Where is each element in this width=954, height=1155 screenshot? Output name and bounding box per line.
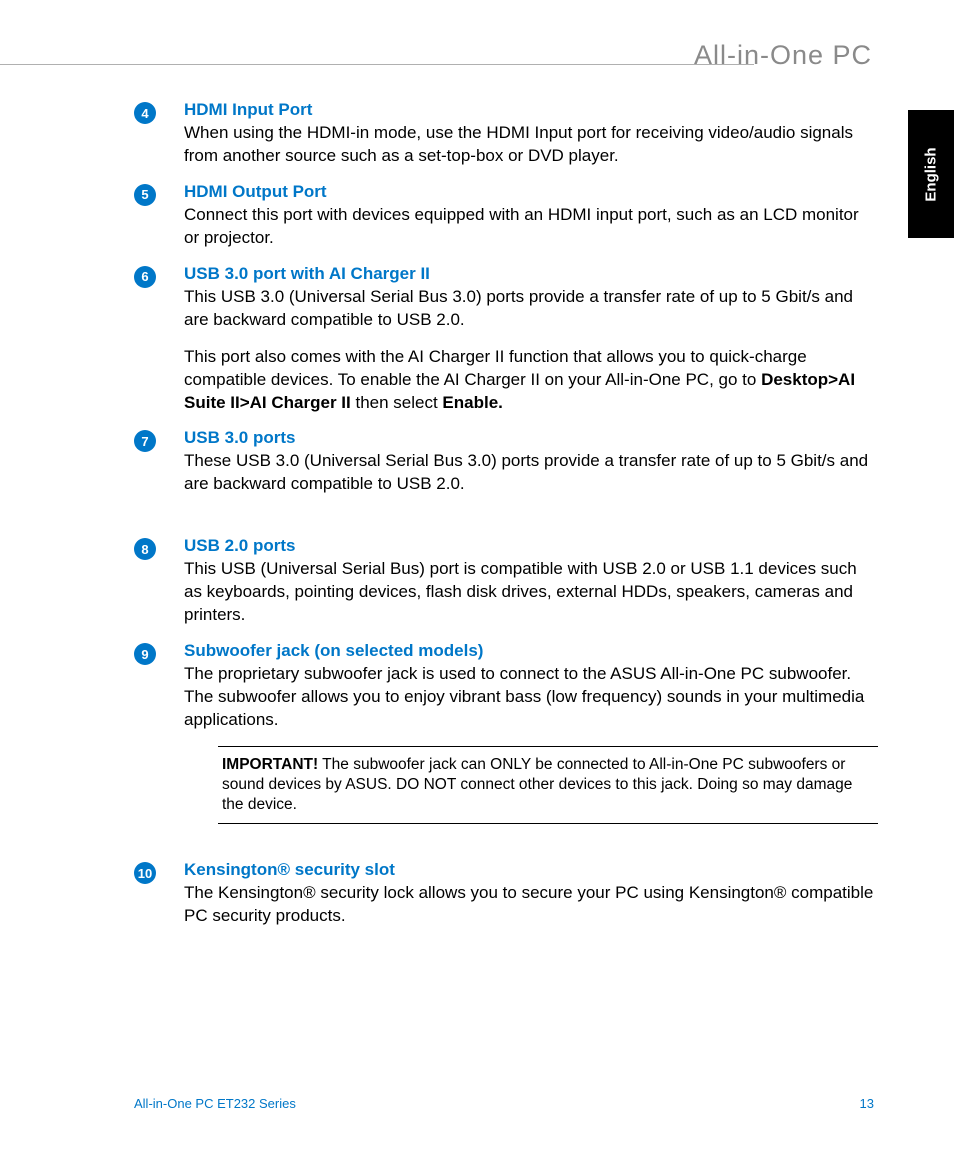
important-note: IMPORTANT! The subwoofer jack can ONLY b… [218,746,878,824]
item-body: These USB 3.0 (Universal Serial Bus 3.0)… [184,450,874,496]
item-title: HDMI Output Port [184,182,874,202]
item-paragraph: This USB 3.0 (Universal Serial Bus 3.0) … [184,286,874,332]
item-body: When using the HDMI-in mode, use the HDM… [184,122,874,168]
item-paragraph: Connect this port with devices equipped … [184,204,874,250]
bullet-number: 5 [134,184,156,206]
item-body: This USB (Universal Serial Bus) port is … [184,558,874,627]
bullet-number: 4 [134,102,156,124]
list-item: 9 Subwoofer jack (on selected models)The … [134,641,874,824]
item-body: The Kensington® security lock allows you… [184,882,874,928]
item-paragraph: The Kensington® security lock allows you… [184,882,874,928]
footer: All-in-One PC ET232 Series 13 [134,1096,874,1111]
list-item: 10 Kensington® security slotThe Kensingto… [134,860,874,928]
language-tab-label: English [923,147,940,201]
item-title: USB 3.0 ports [184,428,874,448]
important-label: IMPORTANT! [222,756,318,773]
item-title: USB 3.0 port with AI Charger II [184,264,874,284]
bullet-number: 6 [134,266,156,288]
list-item: 8 USB 2.0 portsThis USB (Universal Serial… [134,536,874,627]
bullet-number: 8 [134,538,156,560]
list-item: 5 HDMI Output PortConnect this port with … [134,182,874,250]
item-body: This USB 3.0 (Universal Serial Bus 3.0) … [184,286,874,415]
item-paragraph: This port also comes with the AI Charger… [184,346,874,415]
list-item: 4 HDMI Input PortWhen using the HDMI-in m… [134,100,874,168]
footer-page-number: 13 [860,1096,874,1111]
item-body: The proprietary subwoofer jack is used t… [184,663,874,732]
spacer [134,834,874,860]
item-body: Connect this port with devices equipped … [184,204,874,250]
item-paragraph: These USB 3.0 (Universal Serial Bus 3.0)… [184,450,874,496]
bullet-number: 7 [134,430,156,452]
item-title: Subwoofer jack (on selected models) [184,641,874,661]
language-tab: English [908,110,954,238]
footer-product: All-in-One PC ET232 Series [134,1096,296,1111]
item-title: Kensington® security slot [184,860,874,880]
item-paragraph: The proprietary subwoofer jack is used t… [184,663,874,732]
bullet-number: 9 [134,643,156,665]
content-area: 4 HDMI Input PortWhen using the HDMI-in m… [134,100,874,942]
list-item: 6 USB 3.0 port with AI Charger IIThis USB… [134,264,874,415]
spacer [134,510,874,536]
list-item: 7 USB 3.0 portsThese USB 3.0 (Universal S… [134,428,874,496]
item-title: USB 2.0 ports [184,536,874,556]
bullet-number: 10 [134,862,156,884]
header-rule [0,64,754,65]
item-paragraph: When using the HDMI-in mode, use the HDM… [184,122,874,168]
item-paragraph: This USB (Universal Serial Bus) port is … [184,558,874,627]
item-title: HDMI Input Port [184,100,874,120]
header-title: All-in-One PC [694,40,872,71]
